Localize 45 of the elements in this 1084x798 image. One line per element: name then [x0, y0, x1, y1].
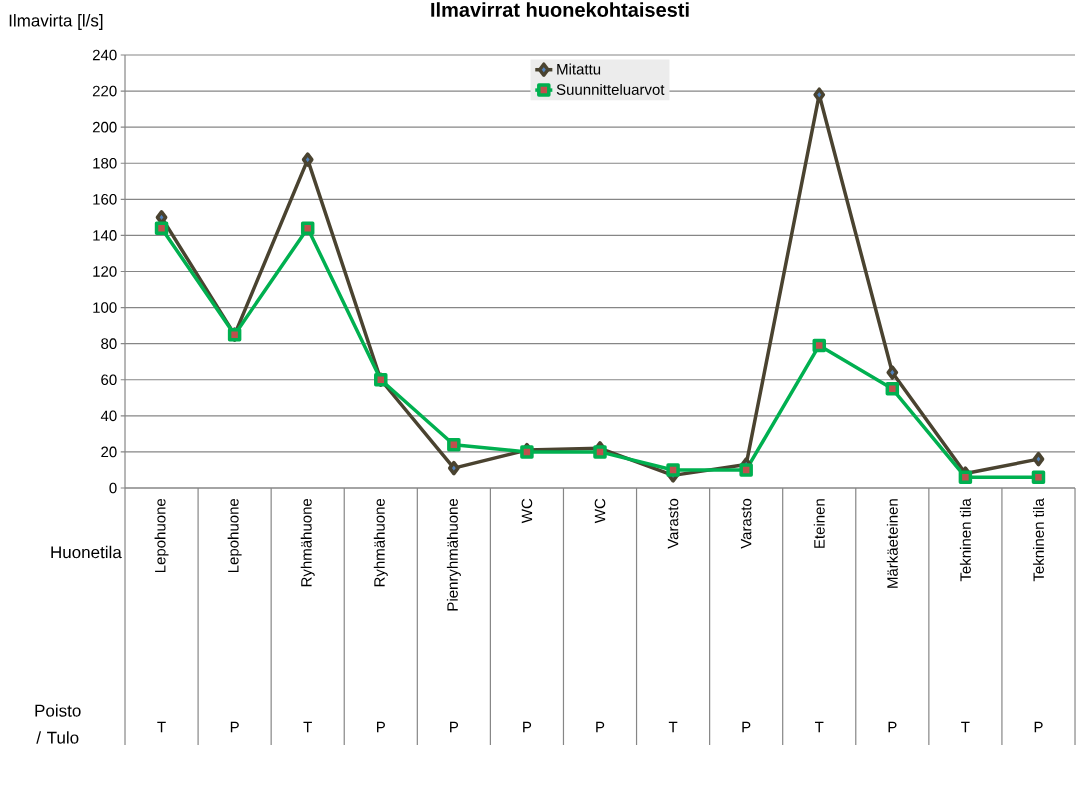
y-tick-label: 240: [92, 49, 117, 61]
text: T: [157, 721, 166, 733]
y-tick-label: 0: [109, 482, 117, 494]
x-tick-label: Tekninen tila: [959, 498, 971, 582]
y-tick-label: 140: [93, 230, 117, 241]
text: T: [668, 721, 678, 733]
text: P: [1034, 721, 1043, 733]
y-tick-label: 180: [93, 157, 117, 169]
text: T: [814, 721, 824, 733]
text: Poisto / Tulo: [35, 704, 81, 744]
y-tick-label: 120: [93, 266, 117, 277]
y-tick-label: 20: [101, 446, 117, 458]
chart-title: Ilmavirrat huonekohtaisesti: [431, 2, 689, 17]
text: P: [888, 721, 897, 733]
x-tick-label: Märkäeteinen: [886, 499, 898, 588]
y-tick-label: 160: [93, 194, 117, 205]
x-tick-label: Lepohuone: [154, 498, 169, 573]
legend-label: Mitattu: [557, 63, 601, 75]
x-tick-label: WC: [594, 498, 606, 524]
x-tick-label: Varasto: [667, 498, 679, 549]
y-tick-label: 100: [93, 302, 117, 313]
text: P: [596, 721, 605, 733]
x-tick-label: Pienryhmähuone: [446, 498, 461, 611]
x-tick-label: Lepohuone: [227, 498, 242, 573]
y-tick-label: 60: [101, 374, 117, 386]
x-tick-label: Tekninen tila: [1032, 498, 1044, 582]
text: T: [303, 721, 312, 733]
y-tick-label: 80: [101, 338, 117, 349]
x-tick-label: Eteinen: [813, 499, 825, 548]
y-tick-label: 220: [92, 85, 117, 97]
text: P: [377, 721, 385, 733]
x-tick-label: Ryhmähuone: [300, 498, 315, 587]
text: P: [742, 721, 751, 733]
text: P: [450, 721, 459, 733]
text: P: [230, 721, 239, 733]
legend-label: Suunnitteluarvot: [556, 83, 665, 95]
text: P: [523, 721, 532, 733]
x-axis-title: Huonetila: [51, 545, 122, 559]
y-tick-label: 40: [100, 410, 117, 422]
y-tick-label: 200: [92, 121, 117, 133]
text: T: [961, 721, 970, 733]
x-tick-label: Varasto: [740, 498, 752, 549]
y-axis-title: Ilmavirta [l/s]: [9, 14, 103, 30]
x-tick-label: WC: [521, 498, 533, 524]
x-tick-label: Ryhmähuone: [373, 498, 388, 587]
